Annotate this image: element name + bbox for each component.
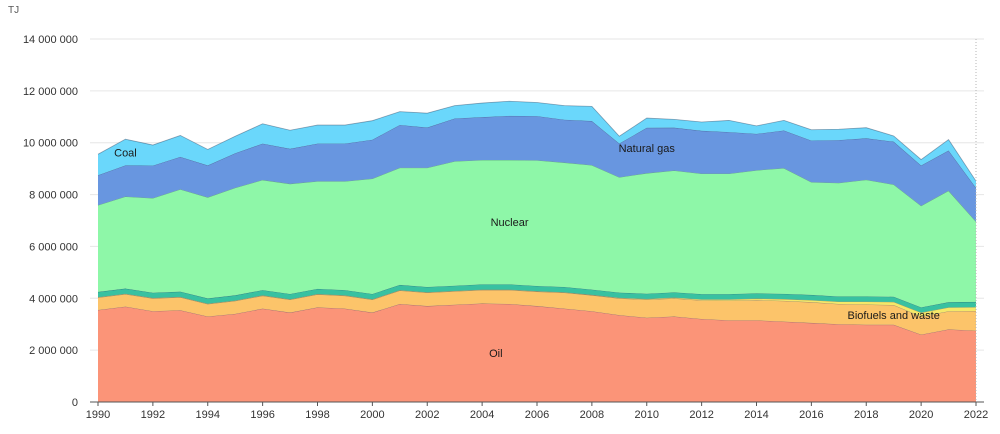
- y-tick-label: 6 000 000: [29, 241, 78, 253]
- y-tick-label: 10 000 000: [23, 138, 78, 150]
- series-label-natural-gas: Natural gas: [619, 143, 676, 155]
- area-biofuels-and-waste: [98, 289, 976, 335]
- x-tick-label: 1996: [250, 409, 274, 421]
- x-tick-label: 2022: [964, 409, 988, 421]
- area-nuclear: [98, 159, 976, 308]
- series-labels: Oil Biofuels and waste Nuclear Natural gas C…: [114, 143, 940, 360]
- y-tick-label: 2 000 000: [29, 345, 78, 357]
- x-tick-label: 2002: [415, 409, 439, 421]
- x-tick-label: 2004: [470, 409, 494, 421]
- x-tick-label: 2000: [360, 409, 384, 421]
- x-tick-label: 2016: [799, 409, 823, 421]
- area-edge-coal: [97, 100, 977, 182]
- y-tick-label: 4 000 000: [29, 293, 78, 305]
- y-tick-label: 12 000 000: [23, 86, 78, 98]
- x-tick-label: 2010: [635, 409, 659, 421]
- x-tick-label: 2014: [744, 409, 768, 421]
- x-tick-label: 2008: [580, 409, 604, 421]
- y-tick-label: 14 000 000: [23, 34, 78, 46]
- area-oil: [98, 303, 976, 402]
- area-natural-gas: [98, 115, 976, 222]
- x-tick-label: 2012: [689, 409, 713, 421]
- x-tick-label: 1992: [141, 409, 165, 421]
- y-tick-label: 0: [72, 397, 78, 409]
- y-tick-label: 8 000 000: [29, 190, 78, 202]
- series-label-biofuels-and-waste: Biofuels and waste: [848, 310, 940, 322]
- x-tick-label: 1990: [86, 409, 110, 421]
- area-series: [97, 100, 977, 402]
- axes: 1990 1992 1994 1996 1998 2000 2002 2004 2006 2008…: [86, 39, 988, 421]
- area-wind-solar-etc: [98, 284, 976, 313]
- x-tick-label: 1998: [305, 409, 329, 421]
- series-label-oil: Oil: [489, 348, 502, 360]
- area-coal: [98, 101, 976, 188]
- series-label-nuclear: Nuclear: [491, 217, 529, 229]
- x-tick-label: 2020: [909, 409, 933, 421]
- x-tick-label: 2006: [525, 409, 549, 421]
- x-tick-label: 1994: [196, 409, 220, 421]
- unit-label: TJ: [8, 5, 19, 16]
- x-tick-label: 2018: [854, 409, 878, 421]
- series-label-coal: Coal: [114, 147, 137, 159]
